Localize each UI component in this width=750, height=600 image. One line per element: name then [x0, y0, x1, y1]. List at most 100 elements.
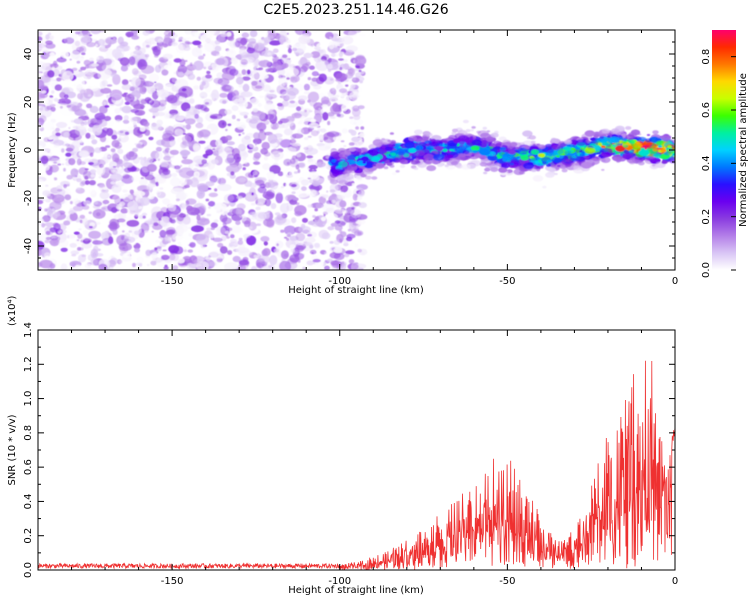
spectrogram-marks	[38, 30, 675, 270]
spectrogram-noise-mark	[47, 267, 52, 270]
spectrogram-noise-mark	[160, 160, 169, 168]
spectrogram-noise-mark	[48, 177, 55, 181]
spectrogram-noise-mark	[276, 214, 285, 221]
spectrogram-signal-mark	[487, 154, 498, 161]
spectrogram-noise-mark	[332, 87, 335, 91]
spectrogram-noise-mark	[169, 149, 179, 155]
spectrogram-noise-mark	[183, 249, 187, 253]
spectrogram-noise-mark	[122, 119, 130, 124]
spectrogram-noise-mark	[112, 166, 117, 168]
spectrogram-noise-mark	[74, 31, 81, 35]
spectrogram-noise-mark	[143, 121, 150, 127]
spectrogram-noise-mark	[139, 196, 151, 206]
spectrogram-noise-mark	[183, 215, 186, 218]
spectrogram-noise-mark	[314, 242, 320, 248]
spectrogram-noise-mark	[268, 157, 272, 162]
spectrogram-noise-mark	[90, 83, 99, 88]
spectrogram-signal-mark	[456, 146, 460, 149]
spectrogram-signal-mark	[472, 150, 478, 154]
spectrogram-noise-mark	[323, 251, 328, 255]
spectrogram-noise-mark	[282, 41, 290, 49]
spectrogram-noise-mark	[267, 133, 278, 144]
spectrogram-noise-mark	[105, 36, 117, 45]
spectrogram-signal-mark	[421, 136, 429, 141]
spectrogram-noise-mark	[263, 70, 268, 72]
spectrogram-noise-mark	[203, 61, 214, 69]
spectrogram-noise-mark	[238, 177, 246, 183]
spectrogram-noise-mark	[292, 198, 297, 201]
spectrogram-noise-mark	[230, 59, 234, 63]
spectrogram-noise-mark	[106, 159, 112, 162]
spectrogram-noise-mark	[110, 148, 116, 153]
spectrogram-noise-mark	[73, 118, 84, 125]
spectrogram-noise-mark	[300, 179, 310, 186]
spectrogram-signal-mark	[435, 145, 444, 151]
spectrogram-noise-mark	[70, 33, 78, 39]
spectrogram-noise-mark	[216, 72, 224, 79]
spectrogram-noise-mark	[38, 178, 45, 189]
spectrogram-noise-mark	[216, 53, 221, 57]
spectrogram-noise-mark	[242, 83, 250, 92]
spectrogram-noise-mark	[39, 75, 51, 83]
spectrogram-signal-mark	[638, 149, 650, 157]
spectrogram-noise-mark	[286, 161, 290, 165]
spectrogram-noise-mark	[136, 256, 144, 264]
spectrogram-noise-mark	[217, 242, 224, 248]
spectrogram-noise-mark	[83, 59, 91, 66]
spectrogram-noise-mark	[63, 94, 69, 99]
spectrogram-noise-mark	[308, 171, 319, 180]
spectrogram-noise-mark	[63, 131, 71, 138]
spectrogram-noise-mark	[54, 211, 61, 217]
spectrogram-noise-mark	[257, 197, 266, 204]
spectrogram-signal-mark	[657, 149, 661, 152]
spectrogram-noise-mark	[251, 70, 258, 74]
spectrogram-noise-mark	[241, 32, 250, 38]
spectrogram-noise-mark	[133, 50, 143, 55]
spectrogram-signal-mark	[548, 167, 557, 173]
spectrogram-noise-mark	[354, 55, 367, 66]
spectrogram-noise-mark	[152, 42, 157, 45]
spectrogram-noise-mark	[344, 74, 348, 78]
spectrogram-noise-mark	[123, 162, 133, 169]
spectrogram-noise-mark	[121, 79, 129, 86]
spectrogram-noise-mark	[247, 77, 252, 80]
spectrogram-noise-mark	[263, 36, 271, 44]
spectrogram-signal-mark	[426, 165, 437, 172]
spectrogram-noise-mark	[337, 81, 342, 84]
spectrogram-signal-mark	[450, 161, 459, 166]
spectrogram-noise-mark	[182, 230, 193, 241]
spectrogram-noise-mark	[325, 31, 334, 40]
spectrogram-noise-mark	[279, 203, 290, 214]
spectrogram-noise-mark	[168, 161, 171, 164]
spectrogram-noise-mark	[177, 258, 185, 264]
spectrogram-signal-mark	[414, 129, 423, 135]
spectrogram-noise-mark	[182, 43, 190, 48]
spectrogram-noise-mark	[39, 115, 47, 123]
spectrogram-noise-mark	[90, 158, 99, 163]
spectrogram-noise-mark	[193, 85, 200, 90]
spectrogram-noise-mark	[144, 54, 150, 58]
spectrogram-noise-mark	[285, 100, 298, 108]
spectrogram-noise-mark	[123, 167, 132, 173]
spectrogram-noise-mark	[285, 147, 297, 153]
spectrogram-noise-mark	[226, 141, 235, 146]
spectrogram-noise-mark	[339, 200, 347, 208]
spectrogram-noise-mark	[39, 259, 53, 269]
spectrogram-noise-mark	[283, 128, 293, 136]
spectrogram-noise-mark	[164, 236, 177, 242]
spectrogram-signal-mark	[593, 137, 602, 143]
spectrogram-signal-mark	[601, 128, 610, 134]
spectrogram-signal-mark	[516, 147, 528, 155]
spectrogram-signal-mark	[413, 167, 419, 171]
spectrogram-noise-mark	[60, 247, 68, 252]
spectrogram-noise-mark	[124, 232, 131, 238]
spectrogram-noise-mark	[194, 32, 200, 38]
spectrogram-noise-mark	[284, 225, 296, 235]
spectrogram-noise-mark	[136, 143, 142, 149]
spectrogram-noise-mark	[86, 103, 93, 109]
spectrogram-noise-mark	[167, 203, 177, 212]
spectrogram-noise-mark	[218, 177, 226, 186]
spectrogram-noise-mark	[51, 66, 55, 71]
spectrogram-signal-mark	[462, 149, 470, 155]
spectrogram-noise-mark	[96, 165, 106, 176]
